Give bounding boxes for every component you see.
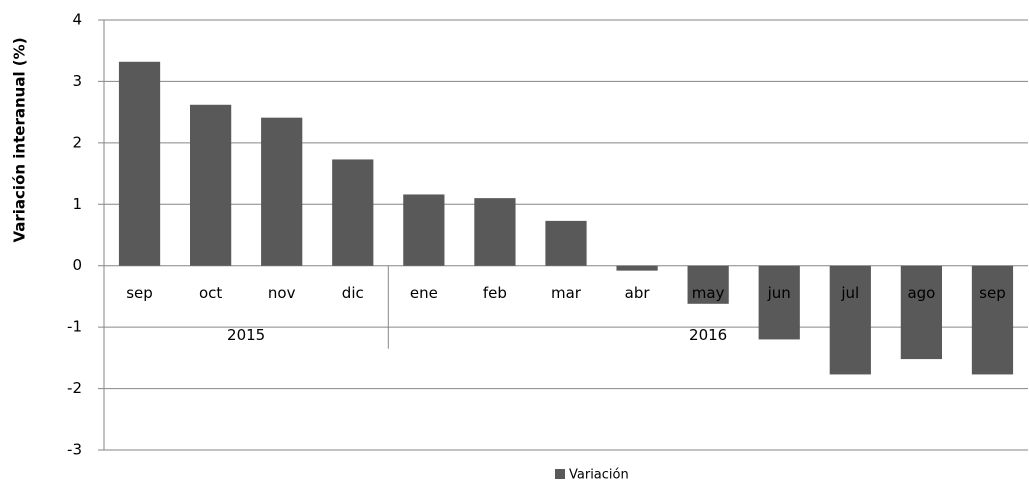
- x-tick-label: ago: [907, 284, 935, 302]
- x-tick-label: oct: [199, 284, 222, 302]
- y-tick-label: 4: [72, 11, 82, 29]
- bar: [545, 220, 587, 266]
- bar: [971, 265, 1014, 375]
- bar: [900, 265, 942, 360]
- x-tick-label: jul: [840, 284, 859, 302]
- x-tick-label: may: [692, 284, 725, 302]
- x-tick-label: sep: [126, 284, 153, 302]
- bar: [403, 194, 445, 266]
- y-tick-label: -1: [67, 318, 82, 336]
- x-tick-label: ene: [410, 284, 438, 302]
- x-tick-label: abr: [625, 284, 651, 302]
- y-tick-label: 0: [72, 256, 82, 274]
- x-tick-label: sep: [979, 284, 1006, 302]
- x-group-label: 2016: [689, 326, 727, 344]
- y-tick-label: 3: [72, 72, 82, 90]
- x-tick-label: mar: [551, 284, 582, 302]
- bar: [616, 265, 658, 271]
- bar: [758, 265, 800, 340]
- y-tick-label: 2: [72, 133, 82, 151]
- bar: [332, 159, 374, 266]
- y-tick-label: -2: [67, 379, 82, 397]
- bar: [190, 104, 232, 266]
- bar: [829, 265, 871, 375]
- legend-label: Variación: [569, 468, 629, 483]
- x-tick-label: jun: [767, 284, 791, 302]
- y-tick-label: -3: [67, 441, 82, 459]
- y-axis-label: Variación interanual (%): [11, 37, 29, 242]
- y-tick-label: 1: [72, 195, 82, 213]
- x-tick-label: feb: [483, 284, 507, 302]
- x-group-label: 2015: [227, 326, 265, 344]
- legend-swatch: [555, 469, 565, 479]
- bar: [687, 265, 729, 304]
- bar: [118, 61, 161, 266]
- bar: [261, 117, 303, 266]
- x-tick-label: dic: [342, 284, 364, 302]
- bar: [474, 198, 516, 266]
- x-tick-label: nov: [268, 284, 296, 302]
